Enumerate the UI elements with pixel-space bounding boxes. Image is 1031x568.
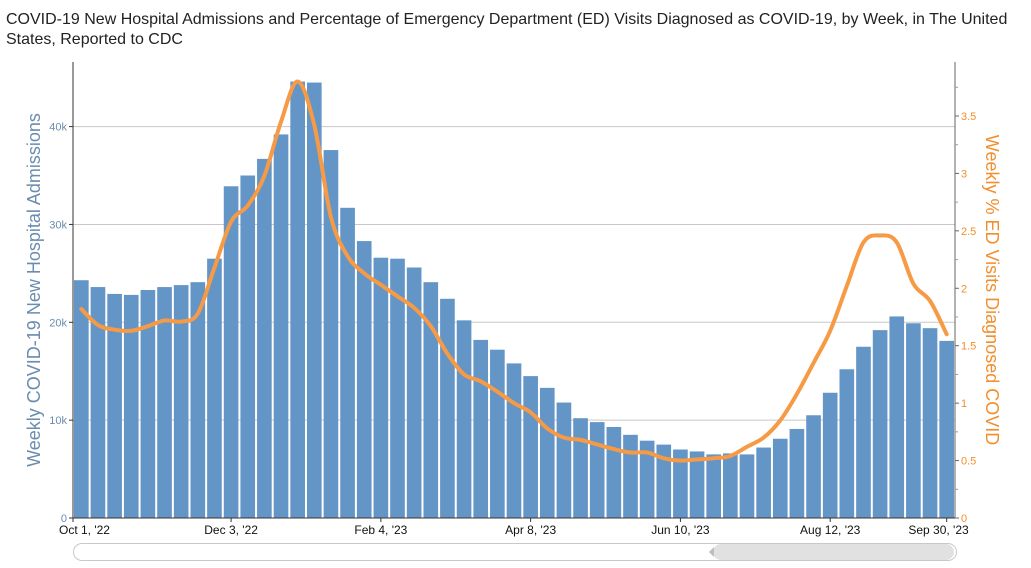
bar-42: [772, 438, 788, 518]
chart-title: COVID-19 New Hospital Admissions and Per…: [6, 11, 1008, 48]
bar-37: [689, 451, 705, 518]
bar-45: [822, 392, 838, 518]
bar-5: [157, 287, 172, 518]
x-tick-label-0: Oct 1, '22: [59, 523, 110, 537]
bar-28: [539, 387, 555, 518]
ed-visits-line: [79, 79, 949, 463]
x-tick-label-4: Jun 10, '23: [651, 523, 710, 537]
y-tick-label-0: 0: [61, 513, 67, 525]
bar-19: [390, 258, 405, 518]
y-axis-right-ticks: 0 0.5 1 1.5 2 2.5 3 3.5: [955, 86, 976, 525]
y2-tick-label-0: 0: [961, 513, 967, 525]
bar-17: [356, 241, 372, 518]
bar-41: [756, 447, 771, 518]
x-tick-label-6: Sep 30, '23: [908, 523, 969, 537]
bar-35: [656, 444, 672, 518]
bar-50: [906, 323, 921, 518]
bar-24: [473, 339, 489, 518]
y-axis-left-label: Weekly COVID-19 New Hospital Admissions: [24, 113, 44, 467]
bar-11: [257, 158, 272, 518]
y2-tick-label-1: 0.5: [961, 456, 976, 468]
bar-31: [589, 422, 605, 518]
y2-tick-label-2: 1: [961, 398, 967, 410]
bar-40: [739, 454, 755, 518]
bar-21: [423, 282, 439, 518]
y2-tick-label-7: 3.5: [961, 111, 976, 123]
bar-series: [74, 81, 954, 519]
bar-10: [240, 175, 256, 518]
x-tick-label-5: Aug 12, '23: [800, 523, 861, 537]
y-tick-label-1: 10k: [49, 415, 67, 427]
bar-26: [506, 363, 522, 518]
bar-47: [856, 346, 871, 518]
bar-18: [373, 257, 389, 518]
y-axis-right-label: Weekly % ED Visits Diagnosed COVID: [982, 135, 1002, 445]
bar-33: [623, 434, 638, 518]
bar-30: [573, 418, 588, 518]
combo-chart: 0 10k 20k 30k 40k 0 0.5 1 1.5 2 2.5 3 3.5 Oct 1, '2…: [24, 62, 1002, 537]
bar-43: [789, 428, 805, 518]
x-tick-label-2: Feb 4, '23: [354, 523, 407, 537]
scrollbar-left-grip[interactable]: [709, 547, 715, 557]
bar-32: [606, 426, 622, 518]
bar-23: [456, 320, 472, 518]
bar-14: [306, 82, 322, 519]
bar-38: [706, 454, 722, 518]
bar-46: [839, 369, 855, 518]
bar-13: [290, 81, 305, 519]
bar-1: [90, 287, 106, 518]
y2-tick-label-4: 2: [961, 283, 967, 295]
bar-29: [556, 402, 572, 518]
bar-25: [490, 349, 505, 518]
y-axis-left-ticks: 0 10k 20k 30k 40k: [49, 122, 73, 525]
bar-22: [440, 298, 455, 518]
bar-34: [639, 440, 655, 518]
bar-6: [173, 285, 189, 518]
bar-12: [273, 134, 289, 518]
bar-8: [207, 258, 222, 518]
bar-20: [406, 267, 422, 518]
x-tick-label-1: Dec 3, '22: [204, 523, 258, 537]
bar-51: [922, 328, 938, 518]
y-tick-label-4: 40k: [49, 122, 67, 134]
bar-16: [340, 207, 355, 518]
bar-27: [523, 376, 538, 518]
x-axis-ticks: Oct 1, '22 Dec 3, '22 Feb 4, '23 Apr 8, '23…: [59, 518, 969, 537]
bar-3: [123, 294, 139, 518]
bar-15: [323, 150, 339, 518]
bar-7: [190, 282, 206, 518]
bar-44: [806, 415, 821, 518]
range-scrollbar[interactable]: [73, 543, 957, 561]
y-tick-label-2: 20k: [49, 317, 67, 329]
y2-tick-label-6: 3: [961, 168, 967, 180]
y2-tick-label-5: 2.5: [961, 226, 976, 238]
x-tick-label-3: Apr 8, '23: [505, 523, 556, 537]
bar-36: [673, 449, 688, 518]
bar-0: [74, 280, 89, 518]
scrollbar-thumb[interactable]: [709, 544, 955, 560]
bar-48: [872, 330, 888, 518]
axes: [72, 62, 956, 519]
y2-tick-label-3: 1.5: [961, 341, 976, 353]
bar-52: [939, 340, 954, 518]
y-tick-label-3: 30k: [49, 219, 67, 231]
bar-39: [723, 453, 738, 518]
bar-9: [223, 186, 239, 519]
bar-2: [107, 293, 122, 518]
bar-49: [889, 316, 905, 518]
bar-4: [140, 290, 156, 518]
